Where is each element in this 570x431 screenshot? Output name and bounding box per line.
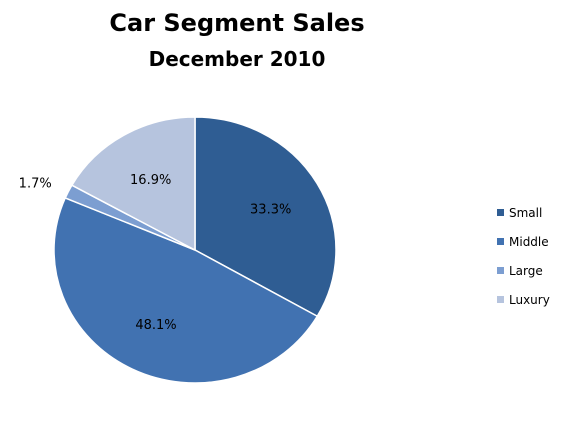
- legend-label-middle: Middle: [509, 235, 549, 249]
- legend-swatch-middle: [497, 238, 504, 245]
- data-label-luxury: 16.9%: [130, 173, 171, 188]
- slice-labels: 33.3% 48.1% 1.7% 16.9%: [19, 173, 292, 333]
- data-label-large: 1.7%: [19, 177, 52, 192]
- legend-label-large: Large: [509, 264, 543, 278]
- pie-slice-luxury: [70, 116, 196, 252]
- data-label-small: 33.3%: [250, 203, 291, 218]
- chart-title: Car Segment Sales: [109, 9, 364, 37]
- pie-slice-middle: [53, 196, 319, 384]
- legend-swatch-large: [497, 267, 504, 274]
- legend: Small Middle Large Luxury: [497, 206, 550, 307]
- pie-slice-small: [194, 116, 337, 318]
- data-label-middle: 48.1%: [135, 318, 176, 333]
- legend-swatch-luxury: [497, 296, 504, 303]
- chart-subtitle: December 2010: [149, 47, 326, 71]
- legend-label-luxury: Luxury: [509, 293, 550, 307]
- pie-slices: [53, 116, 337, 384]
- legend-label-small: Small: [509, 206, 542, 220]
- legend-swatch-small: [497, 209, 504, 216]
